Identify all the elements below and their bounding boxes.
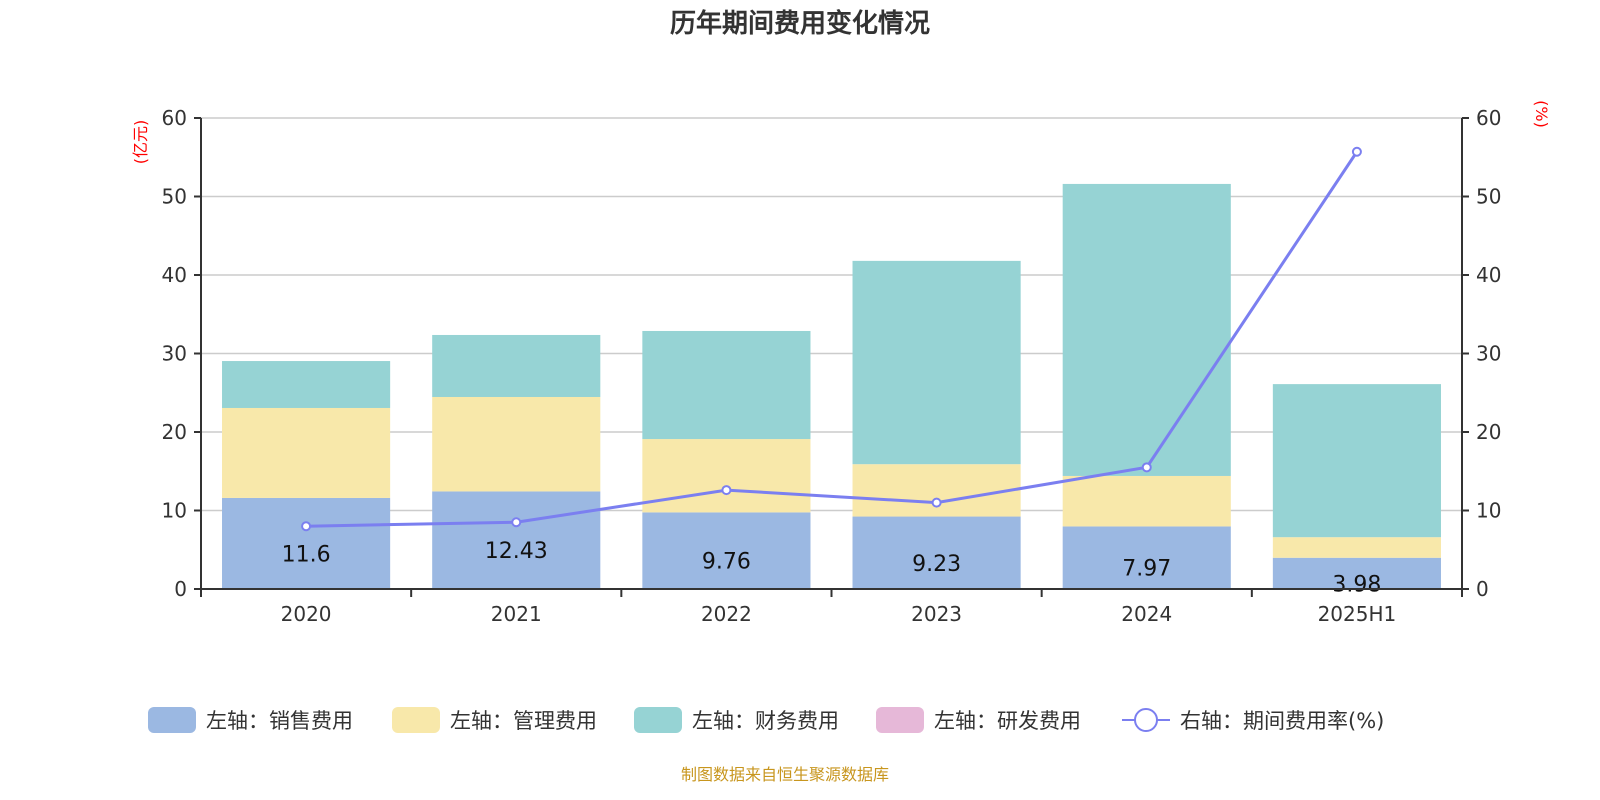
right-tick-label: 40 xyxy=(1476,263,1501,287)
bar-data-label: 3.98 xyxy=(1332,572,1381,597)
legend-item[interactable]: 左轴：销售费用 xyxy=(148,707,353,733)
right-tick-label: 30 xyxy=(1476,342,1501,366)
legend-item[interactable]: 左轴：研发费用 xyxy=(876,707,1081,733)
x-tick-label: 2023 xyxy=(911,602,962,626)
bar-segment xyxy=(222,407,391,498)
left-tick-label: 20 xyxy=(162,420,187,444)
bar-segment xyxy=(1062,183,1231,476)
bar-segment xyxy=(432,396,601,492)
line-point xyxy=(511,517,522,528)
bar-segment xyxy=(642,330,811,440)
bar-segment xyxy=(1062,526,1231,589)
left-tick-label: 30 xyxy=(162,342,187,366)
legend-label: 左轴：研发费用 xyxy=(934,709,1081,733)
line-point xyxy=(301,521,312,532)
legend-swatch xyxy=(392,707,440,733)
legend-swatch xyxy=(148,707,196,733)
bar-segment xyxy=(222,497,391,589)
bar-segment xyxy=(852,260,1021,465)
source-note: 制图数据来自恒生聚源数据库 xyxy=(681,765,889,784)
legend-label: 右轴：期间费用率(%) xyxy=(1180,709,1384,733)
bar-segment xyxy=(1272,384,1441,538)
legend-label: 左轴：销售费用 xyxy=(206,709,353,733)
legend-label: 左轴：管理费用 xyxy=(450,709,597,733)
right-tick-label: 20 xyxy=(1476,420,1501,444)
bar-segment xyxy=(222,361,391,408)
line-series xyxy=(306,150,1359,528)
right-tick-label: 0 xyxy=(1476,577,1489,601)
bar-segment xyxy=(432,334,601,397)
legend-swatch xyxy=(634,707,682,733)
x-tick-label: 2024 xyxy=(1121,602,1172,626)
bar-segment xyxy=(432,491,601,589)
legend-item[interactable]: 右轴：期间费用率(%) xyxy=(1122,708,1384,733)
bar-data-label: 11.6 xyxy=(282,542,331,567)
bar-segment xyxy=(1272,537,1441,558)
left-tick-label: 0 xyxy=(174,577,187,601)
line-point xyxy=(1351,146,1362,157)
bar-segment xyxy=(642,512,811,589)
left-tick-label: 50 xyxy=(162,185,187,209)
bar-segment xyxy=(1062,475,1231,527)
left-tick-label: 40 xyxy=(162,263,187,287)
left-tick-label: 60 xyxy=(162,106,187,130)
x-tick-label: 2020 xyxy=(281,602,332,626)
legend-swatch xyxy=(876,707,924,733)
line-point xyxy=(1141,462,1152,473)
bar-segment xyxy=(1272,557,1441,589)
x-tick-label: 2021 xyxy=(491,602,542,626)
right-tick-label: 50 xyxy=(1476,185,1501,209)
bar-data-label: 9.23 xyxy=(912,552,961,577)
x-tick-label: 2025H1 xyxy=(1318,602,1397,626)
left-axis-label: (亿元) xyxy=(131,120,150,165)
bar-segment xyxy=(852,464,1021,517)
legend-label: 左轴：财务费用 xyxy=(692,709,839,733)
legend-marker xyxy=(1134,708,1158,732)
line-point xyxy=(721,485,732,496)
right-tick-label: 60 xyxy=(1476,106,1501,130)
left-tick-label: 10 xyxy=(162,499,187,523)
bar-data-label: 7.97 xyxy=(1122,557,1171,582)
bar-segment xyxy=(852,516,1021,589)
bar-data-label: 12.43 xyxy=(485,539,548,564)
line-point xyxy=(931,497,942,508)
bar-data-label: 9.76 xyxy=(702,550,751,575)
x-tick-label: 2022 xyxy=(701,602,752,626)
right-axis-label: (%) xyxy=(1532,100,1551,128)
right-tick-label: 10 xyxy=(1476,499,1501,523)
legend-item[interactable]: 左轴：财务费用 xyxy=(634,707,839,733)
chart-title: 历年期间费用变化情况 xyxy=(670,8,930,39)
legend-item[interactable]: 左轴：管理费用 xyxy=(392,707,597,733)
bar-segment xyxy=(642,439,811,513)
